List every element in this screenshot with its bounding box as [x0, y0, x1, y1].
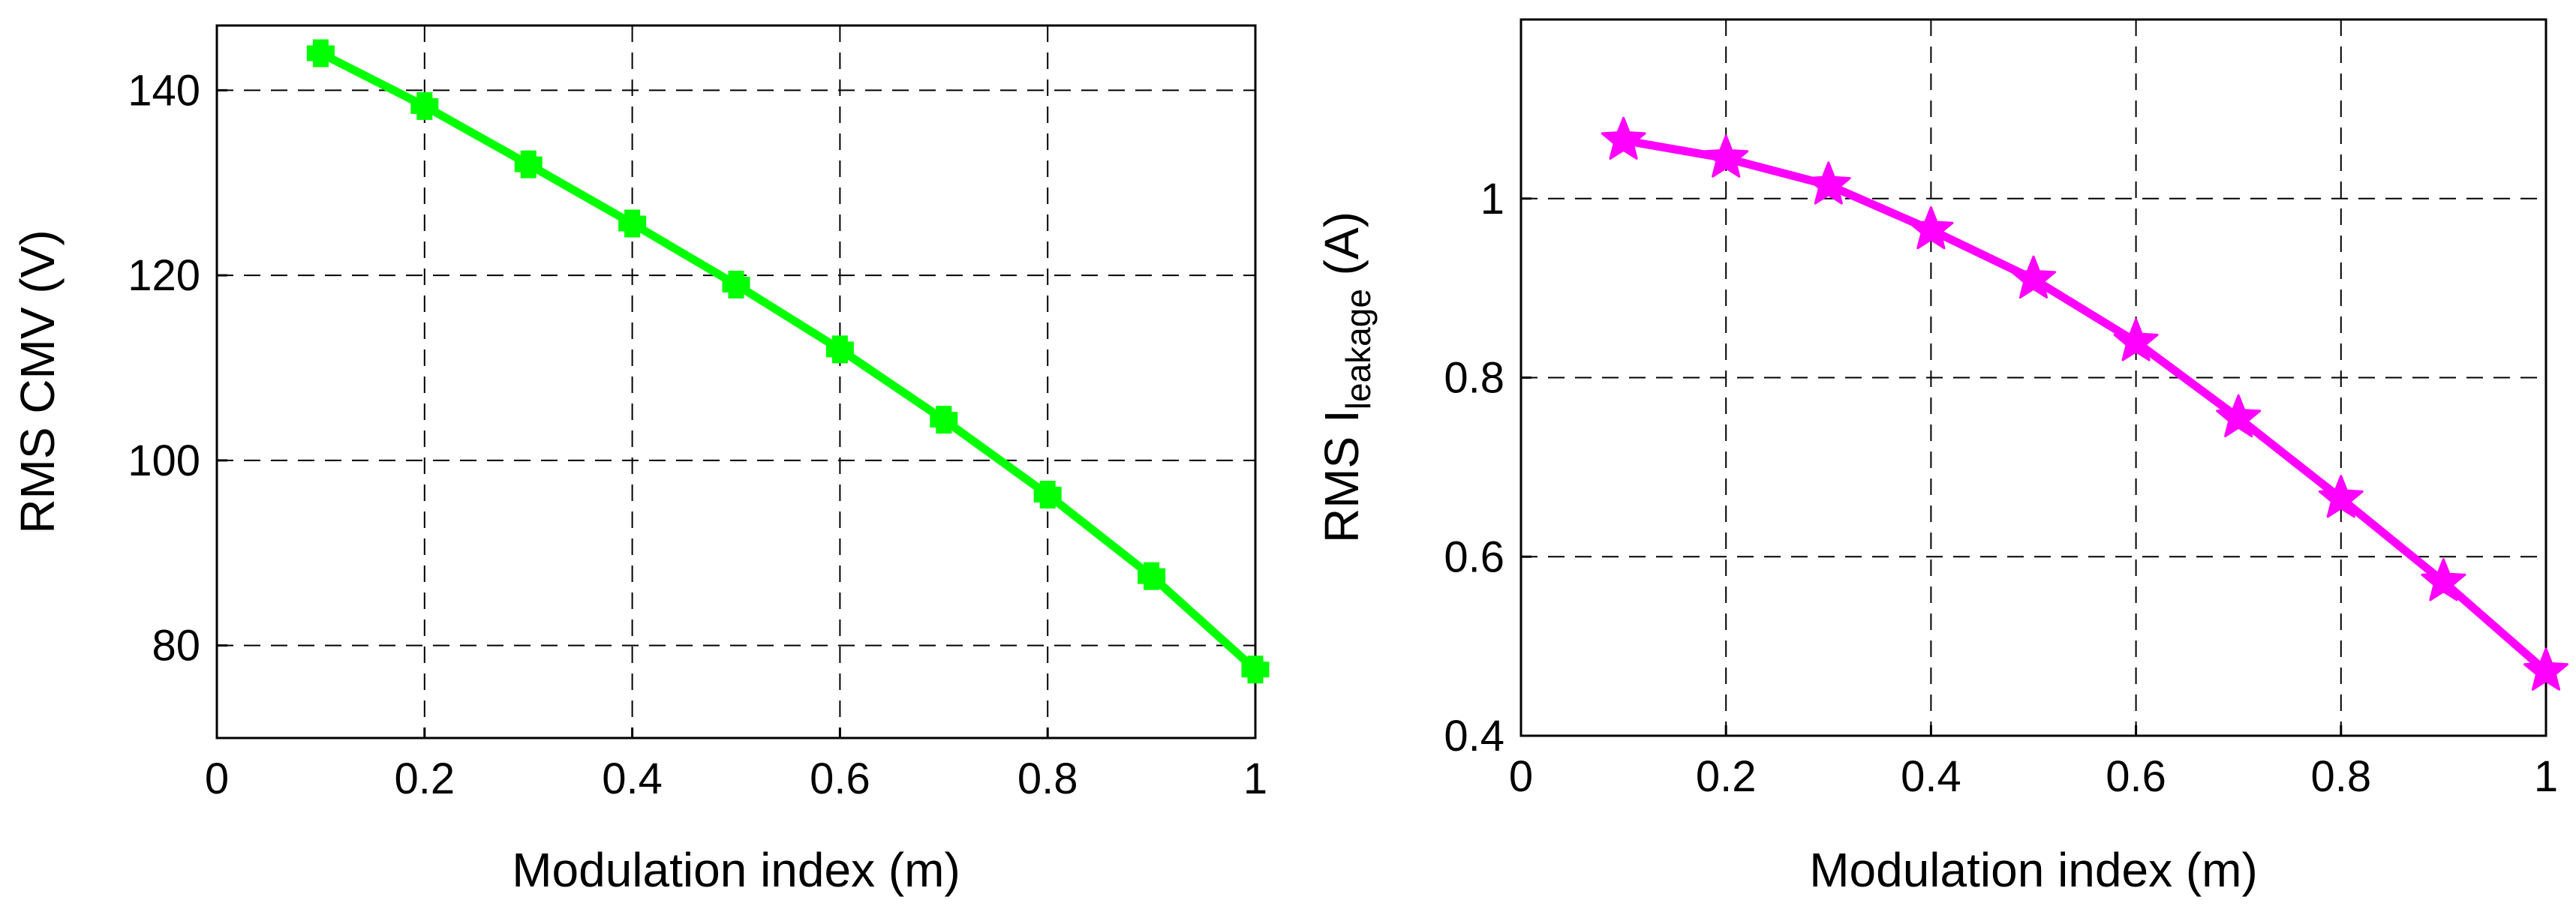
cmv-x-axis-label: Modulation index (m) [512, 843, 960, 897]
cmv-y-tick-label: 80 [152, 622, 200, 670]
cmv-x-tick-label: 0.6 [810, 754, 870, 803]
cmv-y-tick-label: 120 [128, 251, 200, 300]
leakage-data-point [2216, 394, 2262, 437]
cmv-x-tick-label: 0.2 [394, 754, 455, 803]
leakage-data-point [2011, 255, 2056, 298]
leakage-data-point [2523, 647, 2568, 691]
leakage-y-label-subscript: leakage [1339, 289, 1378, 410]
leakage-y-tick-label: 0.8 [1444, 354, 1504, 403]
leakage-data-point [1805, 161, 1851, 205]
leakage-data-point [2421, 558, 2466, 602]
leakage-y-label-suffix: (A) [1315, 212, 1369, 289]
cmv-data-point [1033, 481, 1062, 509]
leakage-x-tick-label: 0.6 [2106, 752, 2166, 801]
leakage-y-label-prefix: RMS I [1315, 410, 1369, 543]
leakage-x-tick-label: 0 [1509, 752, 1533, 801]
leakage-y-axis-label: RMS Ileakage (A) [1315, 212, 1378, 543]
cmv-x-tick-label: 0 [205, 754, 229, 803]
leakage-y-tick-label: 0.4 [1444, 712, 1504, 760]
cmv-chart: 0 0.2 0.4 0.6 0.8 1 80 100 120 140 Modulation ind… [11, 24, 1270, 897]
cmv-data-point [825, 335, 854, 364]
leakage-y-tick-label: 1 [1480, 175, 1504, 224]
cmv-series-line [316, 49, 1260, 674]
leakage-x-tick-label: 1 [2534, 752, 2558, 801]
cmv-data-point [1138, 562, 1166, 590]
cmv-x-tick-label: 0.8 [1017, 754, 1078, 803]
leakage-data-point [2113, 318, 2159, 362]
leakage-x-tick-label: 0.8 [2310, 752, 2371, 801]
leakage-x-tick-label: 0.4 [1901, 752, 1961, 801]
cmv-data-point [410, 92, 439, 120]
leakage-y-tick-label: 0.6 [1444, 532, 1504, 581]
cmv-data-point [1241, 656, 1270, 684]
cmv-data-point [306, 39, 335, 68]
cmv-plot-area [215, 24, 1257, 740]
cmv-x-tick-label: 0.4 [602, 754, 663, 803]
cmv-data-point [514, 150, 543, 178]
leakage-x-axis-label: Modulation index (m) [1809, 843, 2258, 897]
leakage-chart: 0 0.2 0.4 0.6 0.8 1 0.4 0.6 0.8 1 Modulation inde… [1315, 18, 2568, 897]
cmv-data-point [930, 406, 958, 434]
leakage-data-point [1908, 206, 1954, 250]
leakage-data-point [2318, 475, 2364, 518]
cmv-y-tick-label: 100 [128, 436, 200, 485]
leakage-x-tick-label: 0.2 [1696, 752, 1757, 801]
leakage-data-point [1601, 116, 1646, 160]
cmv-data-point [722, 270, 750, 298]
leakage-series-line [1619, 136, 2550, 676]
cmv-y-tick-label: 140 [128, 66, 200, 115]
cmv-y-axis-label: RMS CMV (V) [11, 230, 65, 533]
cmv-data-point [618, 209, 647, 238]
leakage-data-point [1703, 134, 1749, 178]
cmv-x-tick-label: 1 [1243, 754, 1267, 803]
